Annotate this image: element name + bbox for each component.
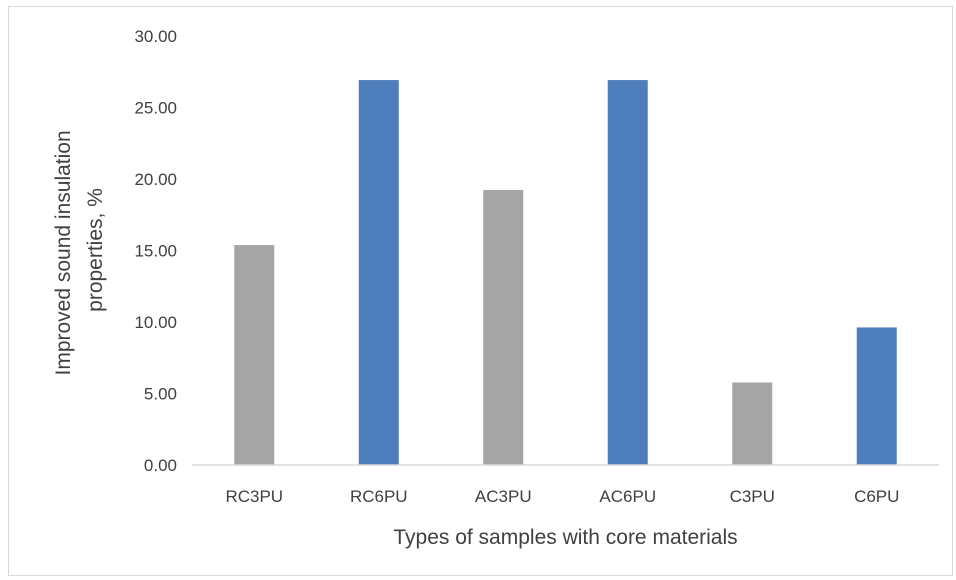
x-tick-label: RC6PU	[350, 487, 408, 506]
bar-c3pu	[732, 382, 773, 465]
x-tick-label: C3PU	[730, 487, 775, 506]
y-tick-label: 5.00	[144, 385, 177, 404]
y-tick-label: 25.00	[134, 99, 177, 118]
y-axis-title-line-2: properties, %	[84, 188, 107, 312]
x-tick-label: RC3PU	[225, 487, 283, 506]
bar-ac6pu	[607, 80, 648, 465]
x-tick-label: C6PU	[854, 487, 899, 506]
x-tick-label: AC6PU	[599, 487, 656, 506]
bar-rc3pu	[234, 245, 275, 465]
y-axis-title: Improved sound insulation properties, %	[52, 125, 107, 376]
y-tick-label: 30.00	[134, 27, 177, 46]
bar-c6pu	[856, 327, 897, 465]
bar-ac3pu	[483, 190, 524, 466]
bar-rc6pu	[358, 80, 399, 465]
y-axis-ticks: 0.00 5.00 10.00 15.00 20.00 25.00 30.00	[134, 27, 177, 475]
x-tick-label: AC3PU	[475, 487, 532, 506]
y-axis-title-line-1: Improved sound insulation	[52, 130, 75, 375]
y-tick-label: 0.00	[144, 456, 177, 475]
y-tick-label: 10.00	[134, 313, 177, 332]
bars	[234, 80, 897, 466]
y-tick-label: 20.00	[134, 170, 177, 189]
x-axis-ticks: RC3PU RC6PU AC3PU AC6PU C3PU C6PU	[225, 487, 899, 506]
chart-area	[8, 6, 953, 576]
y-tick-label: 15.00	[134, 242, 177, 261]
x-axis-title: Types of samples with core materials	[393, 526, 737, 549]
